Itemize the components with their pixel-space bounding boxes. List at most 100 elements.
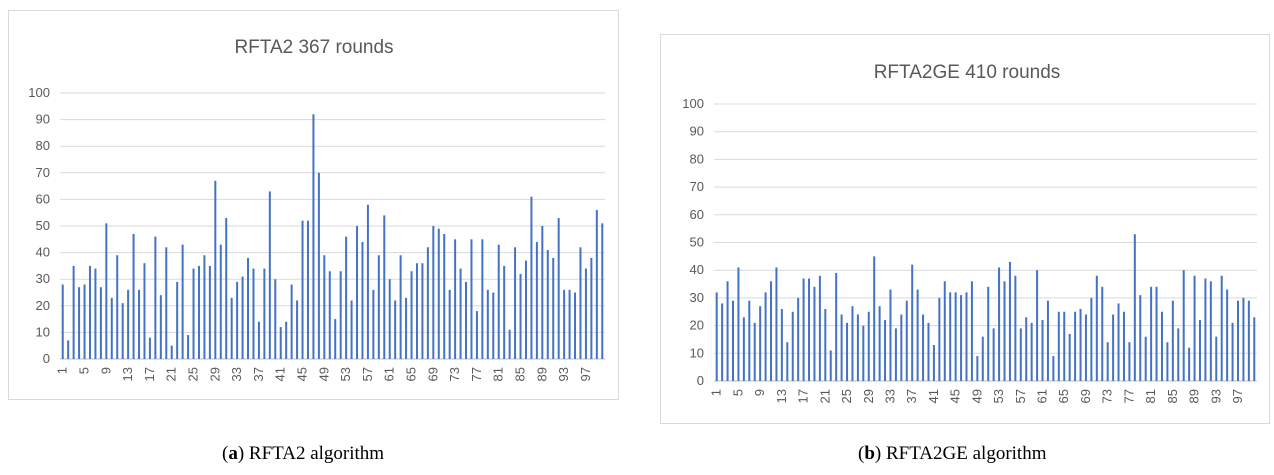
y-tick-label: 70 — [36, 165, 50, 180]
bar — [94, 268, 97, 359]
bar — [965, 292, 968, 381]
bar — [410, 271, 413, 359]
bar — [1079, 308, 1082, 381]
x-tick-label: 45 — [295, 367, 310, 381]
y-tick-label: 50 — [36, 218, 50, 233]
bar — [938, 297, 941, 381]
y-tick-label: 100 — [682, 96, 704, 111]
bar — [873, 256, 876, 381]
bar — [557, 218, 560, 359]
bar — [568, 289, 571, 359]
x-tick-label: 41 — [273, 367, 288, 381]
bar — [394, 300, 397, 359]
bar — [916, 289, 919, 381]
bar — [317, 172, 320, 359]
bar — [574, 292, 577, 359]
x-tick-label: 77 — [469, 367, 484, 381]
bar — [943, 281, 946, 381]
bar — [470, 239, 473, 359]
bar — [764, 292, 767, 381]
x-tick-label: 37 — [904, 389, 919, 403]
y-tick-label: 70 — [690, 179, 704, 194]
caption-a-label: a — [228, 443, 238, 464]
bar — [1112, 314, 1115, 381]
y-tick-label: 80 — [36, 138, 50, 153]
y-tick-label: 40 — [36, 245, 50, 260]
bar — [563, 289, 566, 359]
bar — [187, 335, 190, 359]
bar — [889, 289, 892, 381]
bar — [1133, 234, 1136, 381]
x-tick-label: 61 — [382, 367, 397, 381]
bar — [998, 267, 1001, 381]
bar — [350, 300, 353, 359]
bar — [290, 284, 293, 359]
bar — [399, 255, 402, 359]
bar — [1139, 295, 1142, 381]
caption-b: (b) RFTA2GE algorithm — [858, 443, 1047, 464]
x-tick-label: 85 — [513, 367, 528, 381]
bar — [219, 244, 222, 359]
bar — [1220, 275, 1223, 381]
bar — [976, 356, 979, 381]
bar — [552, 257, 555, 359]
x-tick-label: 93 — [556, 367, 571, 381]
bar — [127, 289, 130, 359]
bar — [1193, 275, 1196, 381]
bar — [715, 292, 718, 381]
y-tick-label: 10 — [36, 324, 50, 339]
bar — [323, 255, 326, 359]
x-tick-label: 97 — [1230, 389, 1245, 403]
bar — [67, 340, 70, 359]
bar — [900, 314, 903, 381]
bar — [1247, 300, 1250, 381]
bar — [737, 267, 740, 381]
bar — [274, 279, 277, 359]
x-tick-label: 13 — [120, 367, 135, 381]
bar — [862, 325, 865, 381]
x-tick-label: 1 — [55, 367, 70, 374]
bar — [992, 328, 995, 381]
bar — [99, 287, 102, 359]
bar — [1019, 328, 1022, 381]
bar — [732, 300, 735, 381]
x-tick-label: 29 — [207, 367, 222, 381]
bar — [1090, 297, 1093, 381]
x-tick-label: 85 — [1165, 389, 1180, 403]
bar — [448, 289, 451, 359]
bar — [339, 271, 342, 359]
bar — [541, 226, 544, 359]
bar — [61, 284, 64, 359]
bar — [1068, 333, 1071, 381]
y-tick-label: 80 — [690, 151, 704, 166]
x-tick-label: 65 — [1056, 389, 1071, 403]
bar — [595, 210, 598, 359]
x-tick-label: 81 — [1143, 389, 1158, 403]
bar — [726, 281, 729, 381]
y-tick-label: 0 — [43, 351, 50, 366]
bar — [143, 263, 146, 359]
x-tick-label: 9 — [752, 389, 767, 396]
bar — [1204, 278, 1207, 381]
bar — [535, 241, 538, 359]
bar — [786, 342, 789, 381]
bar — [236, 281, 239, 359]
x-tick-label: 49 — [316, 367, 331, 381]
bar — [514, 247, 517, 359]
bar — [405, 297, 408, 359]
bar — [1155, 286, 1158, 381]
bar — [192, 268, 195, 359]
bar — [432, 226, 435, 359]
y-tick-label: 30 — [690, 290, 704, 305]
bar — [481, 239, 484, 359]
bar — [230, 297, 233, 359]
x-tick-label: 69 — [425, 367, 440, 381]
x-tick-label: 9 — [98, 367, 113, 374]
x-tick-label: 81 — [491, 367, 506, 381]
chart-title: RFTA2 367 rounds — [234, 37, 393, 58]
x-tick-label: 89 — [534, 367, 549, 381]
bar — [415, 263, 418, 359]
bar — [1117, 303, 1120, 381]
bar — [808, 278, 811, 381]
